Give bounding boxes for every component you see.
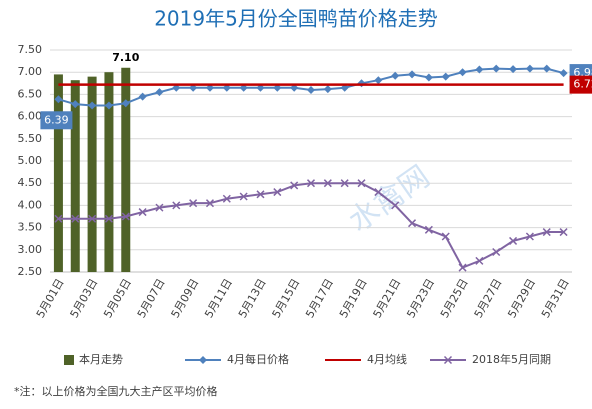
chart-title: 2019年5月份全国鸭苗价格走势: [154, 7, 438, 31]
point: [121, 212, 130, 221]
point: [391, 71, 400, 80]
point: [307, 85, 315, 94]
data-label: 6.39: [44, 113, 69, 126]
y-tick-label: 2.50: [18, 265, 43, 278]
point: [542, 228, 551, 237]
point: [71, 214, 80, 223]
point: [408, 70, 417, 79]
point: [475, 256, 484, 265]
y-tick-label: 5.50: [18, 132, 43, 145]
y-tick-label: 7.00: [18, 65, 43, 78]
legend-label: 4月每日价格: [227, 352, 289, 366]
legend-swatch: [64, 355, 74, 365]
point: [71, 100, 80, 109]
footnote: *注：以上价格为全国九大主产区平均价格: [14, 384, 218, 398]
data-label: 6.72: [573, 78, 592, 91]
point: [458, 68, 467, 77]
data-label-box: [569, 75, 592, 94]
point: [273, 188, 282, 197]
y-tick-label: 5.00: [18, 154, 43, 167]
legend-label: 2018年5月同期: [472, 352, 551, 366]
y-tick-label: 4.50: [18, 176, 43, 189]
bar: [121, 67, 131, 272]
point: [199, 356, 207, 364]
legend-label: 4月均线: [367, 352, 407, 366]
point: [357, 179, 366, 188]
point: [340, 179, 349, 188]
point: [443, 355, 453, 365]
bar: [87, 76, 97, 272]
point: [104, 214, 113, 223]
point: [205, 199, 214, 208]
point: [525, 232, 534, 241]
point: [374, 188, 383, 197]
bar: [70, 80, 80, 272]
point: [525, 64, 534, 73]
data-label-box: [40, 111, 73, 130]
point: [323, 179, 332, 188]
y-tick-label: 4.00: [18, 198, 43, 211]
point: [155, 203, 164, 212]
point: [323, 85, 332, 94]
y-tick-label: 3.00: [18, 243, 43, 256]
point: [121, 99, 130, 108]
point: [458, 263, 467, 272]
y-tick-label: 6.50: [18, 87, 43, 100]
bar: [104, 72, 114, 272]
point: [475, 65, 484, 74]
point: [391, 201, 400, 210]
point: [306, 179, 316, 188]
point: [189, 199, 198, 208]
bar: [53, 74, 63, 272]
point: [88, 214, 97, 223]
point: [559, 228, 568, 237]
point: [172, 201, 181, 210]
point: [256, 190, 265, 199]
point: [509, 65, 518, 74]
point: [542, 64, 551, 73]
point: [54, 95, 63, 104]
point: [290, 181, 299, 190]
point: [88, 101, 97, 110]
point: [374, 76, 383, 85]
point: [441, 232, 450, 241]
point: [155, 88, 164, 97]
y-tick-label: 7.50: [18, 43, 43, 56]
point: [492, 247, 501, 257]
point: [239, 192, 248, 201]
point: [222, 194, 231, 203]
point: [559, 69, 568, 78]
point: [424, 225, 433, 234]
legend-label: 本月走势: [79, 352, 123, 366]
point: [138, 92, 147, 101]
point: [509, 236, 518, 245]
point: [441, 72, 450, 81]
y-tick-label: 6.00: [18, 110, 43, 123]
y-tick-label: 3.50: [18, 221, 43, 234]
point: [138, 208, 147, 217]
point: [492, 64, 501, 73]
point: [408, 219, 417, 228]
data-label: 7.10: [112, 51, 139, 64]
point: [424, 73, 433, 82]
point: [54, 214, 63, 223]
point: [104, 101, 113, 110]
